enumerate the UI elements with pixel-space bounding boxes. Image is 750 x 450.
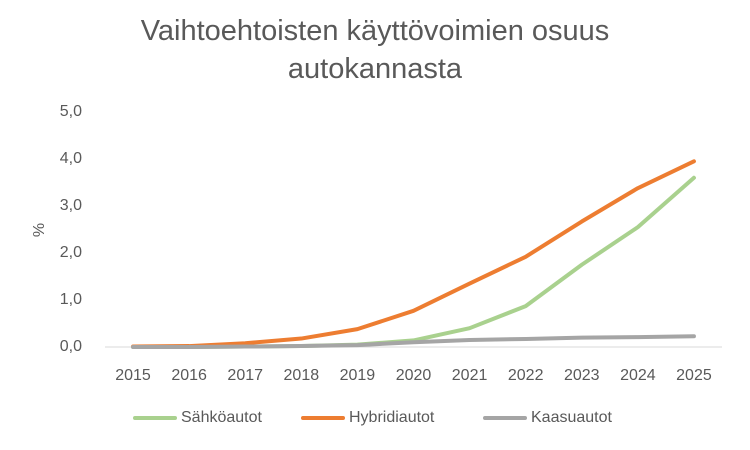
x-tick-label: 2024	[620, 367, 656, 384]
x-tick-label: 2017	[227, 367, 263, 384]
legend-label: Kaasuautot	[531, 409, 613, 426]
x-tick-label: 2018	[284, 367, 320, 384]
legend-label: Sähköautot	[181, 409, 263, 426]
y-tick-label: 0,0	[60, 338, 82, 355]
x-tick-label: 2022	[508, 367, 544, 384]
series-line	[131, 334, 696, 349]
x-tick-label: 2016	[171, 367, 207, 384]
y-tick-label: 1,0	[60, 291, 82, 308]
x-tick-label: 2025	[676, 367, 712, 384]
y-axis-label: %	[31, 223, 48, 237]
x-tick-label: 2015	[115, 367, 151, 384]
chart-title: Vaihtoehtoisten käyttövoimien osuus auto…	[140, 15, 610, 85]
x-tick-label: 2020	[396, 367, 432, 384]
y-tick-label: 2,0	[60, 244, 82, 261]
legend-label: Hybridiautot	[349, 409, 435, 426]
x-tick-label: 2023	[564, 367, 600, 384]
series-line	[131, 159, 696, 349]
y-tick-label: 4,0	[60, 150, 82, 167]
x-tick-label: 2021	[452, 367, 488, 384]
y-tick-label: 5,0	[60, 103, 82, 120]
x-tick-label: 2019	[340, 367, 376, 384]
y-tick-label: 3,0	[60, 197, 82, 214]
